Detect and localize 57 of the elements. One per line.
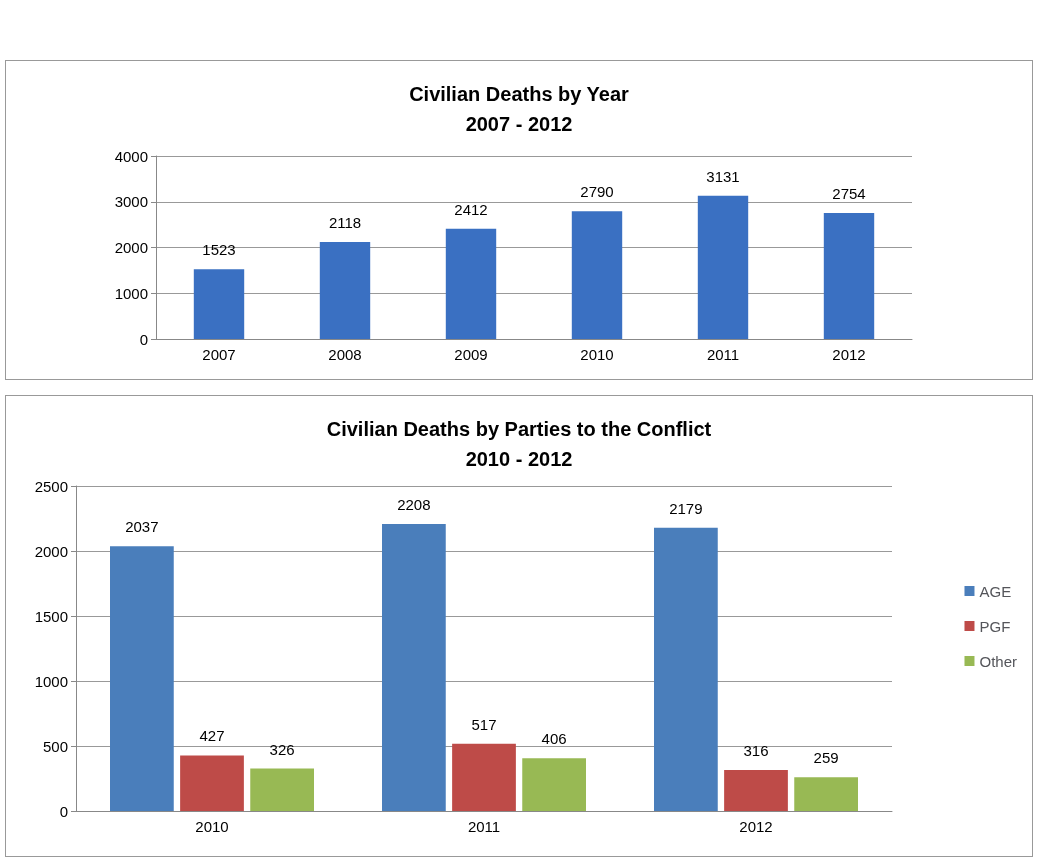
bar [180,755,244,811]
x-tick-label: 2011 [467,818,501,835]
x-tick-label: 2008 [328,346,362,363]
data-label: 2118 [328,214,362,232]
bar [382,523,446,811]
chart-subtitle: 2010 - 2012 [465,448,573,470]
x-tick-label: 2012 [739,818,773,835]
data-label: 326 [269,740,295,758]
data-label: 2754 [832,185,866,202]
bar [250,768,314,811]
y-tick-label: 500 [42,737,68,755]
legend-label: PGF [979,617,1011,635]
chart-title: Civilian Deaths by Year [409,83,630,105]
y-tick-label: 1000 [34,672,68,690]
bar [319,242,371,339]
y-tick-label: 1000 [114,284,148,302]
bar [571,211,623,339]
data-label: 3131 [706,167,740,185]
bar [724,769,788,811]
bar [654,527,718,811]
data-label: 2208 [397,495,431,513]
bar [823,213,875,339]
data-label: 2037 [125,518,159,536]
chart-title: Civilian Deaths by Parties to the Conflict [326,418,712,440]
bar [193,269,245,339]
y-tick-label: 3000 [114,193,148,211]
y-tick-label: 2500 [34,477,68,495]
bar [445,228,497,339]
x-tick-label: 2007 [202,346,236,363]
data-label: 1523 [202,241,236,259]
y-tick-label: 0 [139,330,148,348]
data-label: 316 [743,741,769,759]
bar [697,195,749,339]
data-label: 2790 [580,183,614,201]
y-tick-label: 1500 [34,607,68,625]
bar [794,777,858,811]
data-label: 427 [199,727,225,745]
x-tick-label: 2012 [832,346,866,363]
y-tick-label: 0 [59,802,68,820]
y-tick-label: 4000 [114,147,148,165]
x-tick-label: 2010 [195,818,229,835]
y-tick-label: 2000 [34,542,68,560]
x-tick-label: 2010 [580,346,614,363]
chart-subtitle: 2007 - 2012 [465,113,573,135]
data-label: 2412 [454,200,488,218]
data-label: 2179 [669,499,703,517]
data-label: 517 [471,715,497,733]
bar [522,758,586,811]
x-tick-label: 2011 [706,346,740,363]
bar [110,546,174,811]
data-label: 406 [541,730,567,748]
data-label: 259 [813,749,839,767]
bar [452,743,516,811]
x-tick-label: 2009 [454,346,488,363]
legend-label: AGE [979,582,1012,600]
legend-label: Other [979,652,1017,670]
y-tick-label: 2000 [114,239,148,256]
